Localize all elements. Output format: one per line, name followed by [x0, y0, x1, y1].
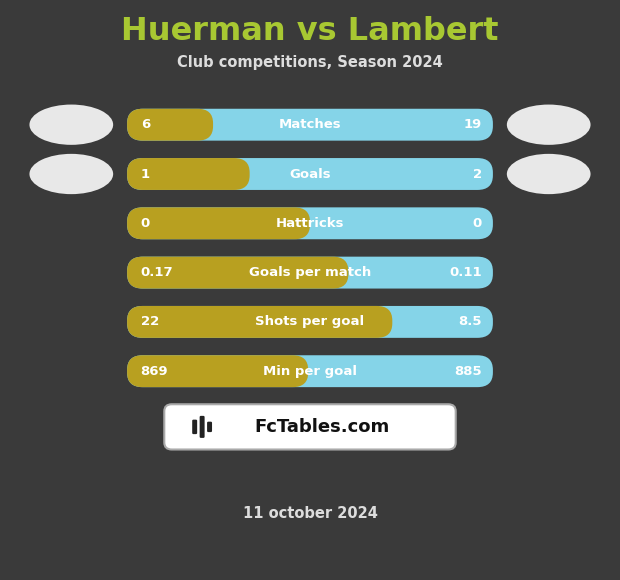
Text: Club competitions, Season 2024: Club competitions, Season 2024 — [177, 55, 443, 70]
FancyBboxPatch shape — [127, 306, 392, 338]
Text: Shots per goal: Shots per goal — [255, 316, 365, 328]
Text: 6: 6 — [141, 118, 150, 131]
Ellipse shape — [29, 154, 113, 194]
FancyBboxPatch shape — [127, 355, 493, 387]
FancyBboxPatch shape — [127, 256, 348, 288]
FancyBboxPatch shape — [127, 108, 493, 140]
Text: 0.11: 0.11 — [449, 266, 482, 279]
Text: 19: 19 — [464, 118, 482, 131]
Text: 11 october 2024: 11 october 2024 — [242, 506, 378, 521]
Text: 2: 2 — [472, 168, 482, 180]
Text: 22: 22 — [141, 316, 159, 328]
FancyBboxPatch shape — [127, 207, 493, 239]
FancyBboxPatch shape — [207, 422, 212, 432]
Text: 885: 885 — [454, 365, 482, 378]
FancyBboxPatch shape — [127, 158, 250, 190]
Text: Goals: Goals — [289, 168, 331, 180]
Text: 1: 1 — [141, 168, 150, 180]
FancyBboxPatch shape — [127, 306, 493, 338]
Text: 8.5: 8.5 — [458, 316, 482, 328]
Text: FcTables.com: FcTables.com — [255, 418, 390, 436]
Text: 869: 869 — [141, 365, 169, 378]
FancyBboxPatch shape — [127, 207, 310, 239]
Text: 0: 0 — [472, 217, 482, 230]
Text: 0: 0 — [141, 217, 150, 230]
Text: Min per goal: Min per goal — [263, 365, 357, 378]
FancyBboxPatch shape — [127, 108, 213, 140]
FancyBboxPatch shape — [127, 256, 493, 288]
Text: Hattricks: Hattricks — [276, 217, 344, 230]
FancyBboxPatch shape — [200, 416, 205, 438]
FancyBboxPatch shape — [192, 420, 197, 434]
Ellipse shape — [507, 104, 591, 145]
Ellipse shape — [29, 104, 113, 145]
Text: 0.17: 0.17 — [141, 266, 174, 279]
FancyBboxPatch shape — [164, 404, 456, 450]
Text: Matches: Matches — [278, 118, 342, 131]
FancyBboxPatch shape — [127, 355, 308, 387]
Text: Goals per match: Goals per match — [249, 266, 371, 279]
Ellipse shape — [507, 154, 591, 194]
FancyBboxPatch shape — [127, 158, 493, 190]
Text: Huerman vs Lambert: Huerman vs Lambert — [122, 16, 498, 48]
